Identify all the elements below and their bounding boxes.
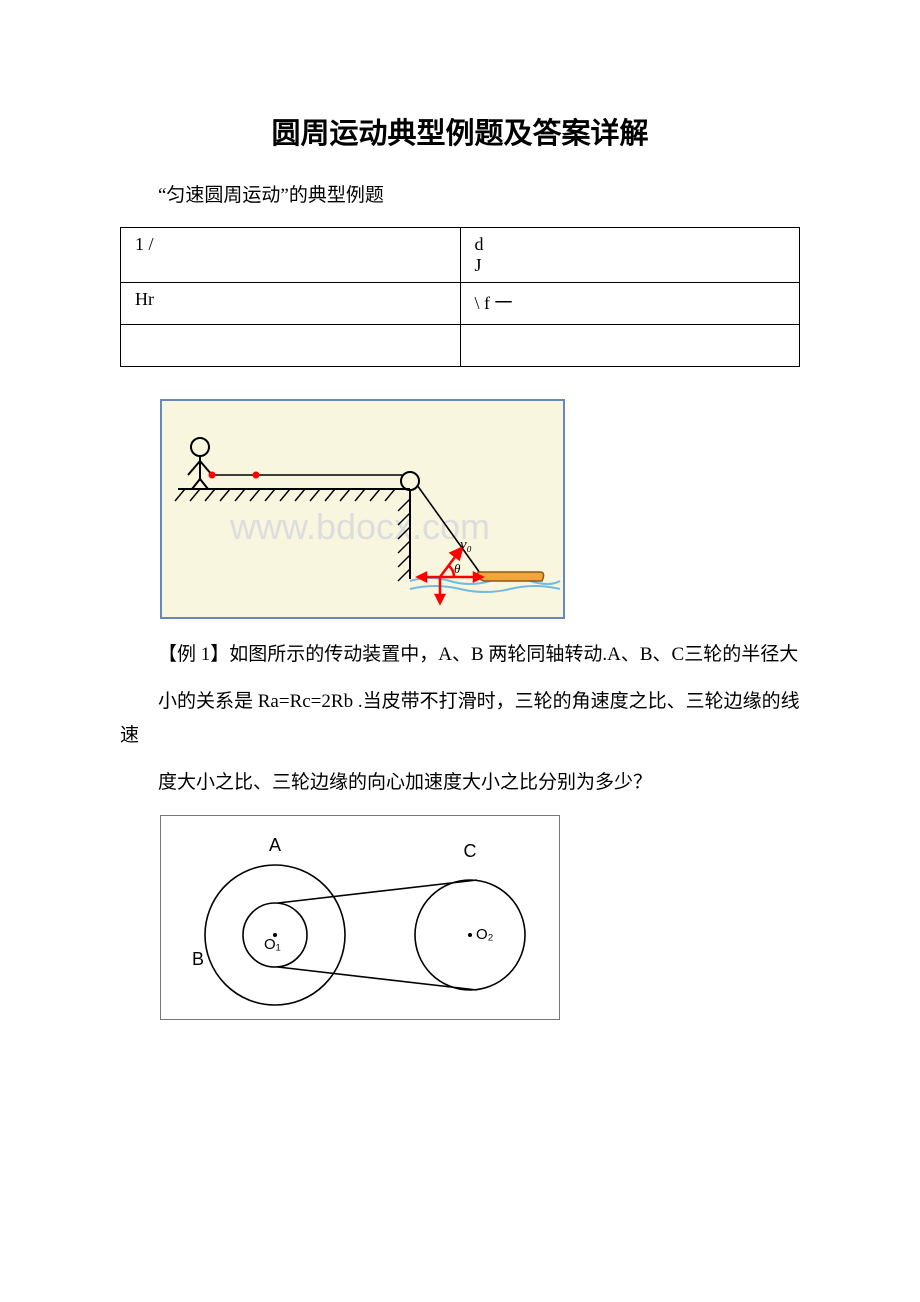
- document-page: 圆周运动典型例题及答案详解 “匀速圆周运动”的典型例题 1 / d J Hr \…: [0, 0, 920, 1097]
- table-cell: [121, 325, 461, 367]
- table-cell: Hr: [121, 283, 461, 325]
- table-cell: 1 /: [121, 228, 461, 283]
- table-cell: [460, 325, 800, 367]
- table-cell: \ f 一: [460, 283, 800, 325]
- label-B: B: [192, 949, 204, 969]
- table-cell: d J: [460, 228, 800, 283]
- table-row: [121, 325, 800, 367]
- paragraph: 小的关系是 Ra=Rc=2Rb .当皮带不打滑时，三轮的角速度之比、三轮边缘的线…: [120, 685, 800, 752]
- table-row: 1 / d J: [121, 228, 800, 283]
- paragraph: 【例 1】如图所示的传动装置中，A、B 两轮同轴转动.A、B、C三轮的半径大: [120, 638, 800, 671]
- label-O1: O₁: [264, 936, 281, 953]
- figure-pulleys-abc: A B C O₁ O₂: [160, 815, 800, 1025]
- table-row: Hr \ f 一: [121, 283, 800, 325]
- label-v0: v₀: [460, 537, 472, 553]
- figure1-svg: www.bdocx.com: [160, 399, 565, 619]
- figure2-svg: A B C O₁ O₂: [160, 815, 560, 1020]
- label-theta: θ: [454, 561, 461, 576]
- label-O2: O₂: [476, 926, 494, 943]
- page-title: 圆周运动典型例题及答案详解: [120, 110, 800, 152]
- subtitle: “匀速圆周运动”的典型例题: [120, 180, 800, 207]
- figure-pulley-boat: www.bdocx.com: [160, 399, 800, 624]
- label-C: C: [464, 841, 477, 861]
- paragraph: 度大小之比、三轮边缘的向心加速度大小之比分别为多少？: [120, 766, 800, 799]
- data-table: 1 / d J Hr \ f 一: [120, 227, 800, 367]
- label-A: A: [269, 835, 281, 855]
- watermark-text: www.bdocx.com: [229, 506, 490, 547]
